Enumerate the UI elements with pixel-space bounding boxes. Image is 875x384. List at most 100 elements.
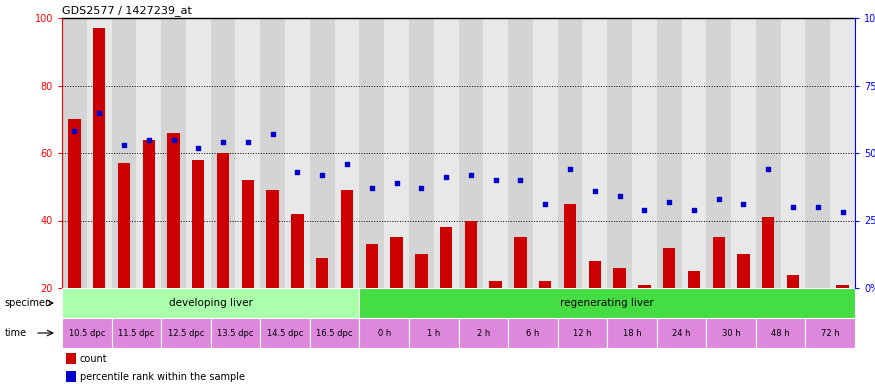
Text: 0 h: 0 h [377,328,391,338]
Point [786,204,800,210]
Point [415,185,429,191]
Bar [762,217,774,288]
Bar [415,254,428,288]
Bar [756,318,806,348]
Point [514,177,528,183]
Text: developing liver: developing liver [169,298,253,308]
Bar [613,268,626,288]
Bar [192,160,205,288]
Bar [458,318,508,348]
Point [464,172,478,178]
Bar [514,237,527,288]
Bar [360,18,384,288]
Bar [334,18,360,288]
Bar [310,18,334,288]
Point [737,201,751,207]
Point [687,207,701,213]
Point [315,172,329,178]
Bar [68,119,80,288]
Bar [712,237,724,288]
Text: count: count [80,354,108,364]
Bar [186,18,211,288]
Text: 72 h: 72 h [821,328,839,338]
Bar [663,248,676,288]
Text: 12 h: 12 h [573,328,592,338]
Bar [836,285,849,288]
Bar [465,220,477,288]
Bar [483,18,508,288]
Bar [93,28,105,288]
Bar [508,18,533,288]
Bar [539,281,551,288]
Point [117,142,131,148]
Text: time: time [4,328,26,338]
Bar [62,18,87,288]
Text: 2 h: 2 h [477,328,490,338]
Bar [217,153,229,288]
Bar [557,318,607,348]
Text: 14.5 dpc: 14.5 dpc [267,328,304,338]
Point [588,188,602,194]
Bar [682,18,706,288]
Point [563,166,577,172]
Point [761,166,775,172]
Text: percentile rank within the sample: percentile rank within the sample [80,372,245,382]
Point [290,169,304,175]
Bar [112,318,161,348]
Bar [167,133,179,288]
Bar [235,18,260,288]
Bar [756,18,780,288]
Bar [260,18,285,288]
Bar [366,244,378,288]
Text: 6 h: 6 h [526,328,540,338]
Point [266,131,280,137]
Bar [87,18,112,288]
Bar [557,18,583,288]
Point [142,136,156,142]
Bar [607,18,632,288]
Bar [211,18,235,288]
Bar [291,214,304,288]
Bar [489,281,502,288]
Bar [564,204,577,288]
Bar [360,318,409,348]
Bar [638,285,650,288]
Bar [409,18,434,288]
Text: 13.5 dpc: 13.5 dpc [217,328,254,338]
Text: 11.5 dpc: 11.5 dpc [118,328,155,338]
Point [836,209,850,215]
Bar [780,18,806,288]
Text: 1 h: 1 h [427,328,440,338]
Point [365,185,379,191]
Bar [112,18,136,288]
Point [637,207,651,213]
Text: 18 h: 18 h [623,328,641,338]
Bar [787,275,799,288]
Bar [806,318,855,348]
Text: 12.5 dpc: 12.5 dpc [168,328,204,338]
Text: 48 h: 48 h [772,328,790,338]
Point [67,128,81,134]
Bar [285,18,310,288]
Point [811,204,825,210]
Bar [161,318,211,348]
Bar [360,288,855,318]
Bar [340,190,354,288]
Bar [310,318,360,348]
Point [389,180,403,186]
Bar [409,318,458,348]
Point [711,196,725,202]
Bar [434,18,458,288]
Bar [657,18,682,288]
Bar [688,271,700,288]
Text: regenerating liver: regenerating liver [560,298,654,308]
Bar [732,18,756,288]
Text: 16.5 dpc: 16.5 dpc [317,328,353,338]
Text: GDS2577 / 1427239_at: GDS2577 / 1427239_at [62,5,192,16]
Point [192,144,206,151]
Bar [62,318,112,348]
Bar [242,180,254,288]
Bar [458,18,483,288]
Text: 10.5 dpc: 10.5 dpc [68,328,105,338]
Point [241,139,255,145]
